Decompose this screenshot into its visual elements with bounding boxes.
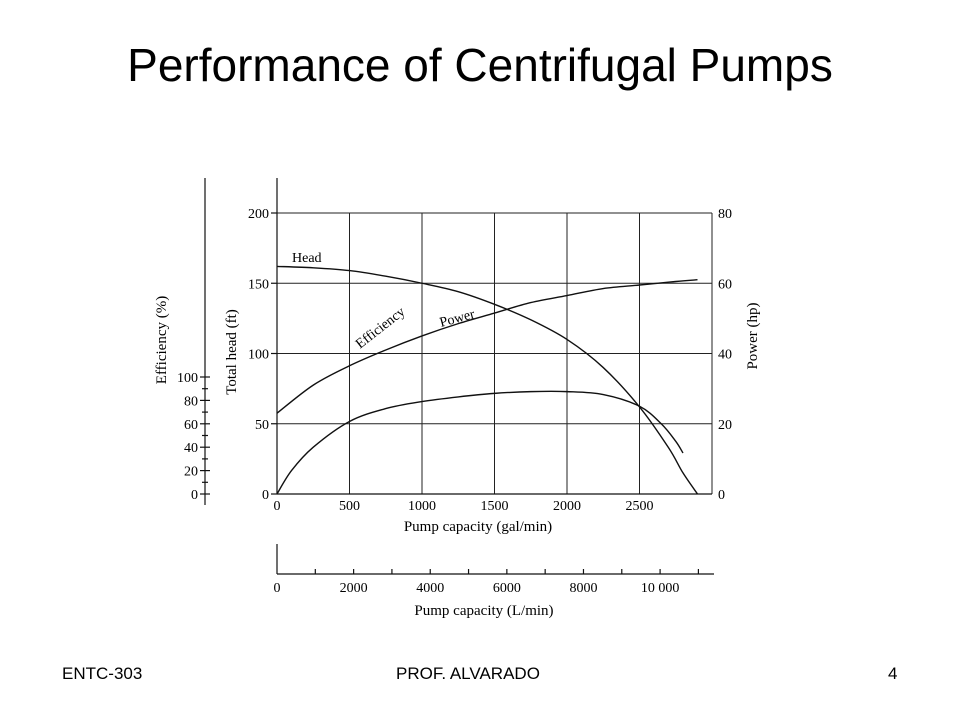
head-tick-label: 200 bbox=[248, 207, 269, 222]
series-lines bbox=[276, 265, 699, 495]
efficiency-tick-label: 60 bbox=[184, 418, 198, 433]
secondary-x-axis-title: Pump capacity (L/min) bbox=[414, 603, 553, 619]
secondary-x-tick-label: 4000 bbox=[416, 581, 444, 596]
series-head-line bbox=[276, 265, 699, 495]
x-tick-label: 500 bbox=[339, 499, 360, 514]
secondary-x-tick-label: 2000 bbox=[340, 581, 368, 596]
secondary-x-tick-label: 0 bbox=[274, 581, 281, 596]
x-tick-label: 0 bbox=[274, 499, 281, 514]
power-tick-label: 0 bbox=[718, 488, 725, 503]
efficiency-tick-label: 20 bbox=[184, 465, 198, 480]
x-tick-label: 2000 bbox=[553, 499, 581, 514]
efficiency-tick-label: 100 bbox=[177, 371, 198, 386]
power-tick-label: 20 bbox=[718, 418, 732, 433]
head-tick-label: 0 bbox=[262, 488, 269, 503]
instructor-name: PROF. ALVARADO bbox=[396, 664, 540, 683]
page-number: 4 bbox=[888, 664, 898, 683]
power-tick-label: 60 bbox=[718, 277, 732, 292]
efficiency-tick-label: 40 bbox=[184, 441, 198, 456]
slide-title: Performance of Centrifugal Pumps bbox=[127, 39, 833, 91]
power-tick-label: 80 bbox=[718, 207, 732, 222]
secondary-x-tick-label: 8000 bbox=[569, 581, 597, 596]
series-label-power: Power bbox=[438, 307, 477, 331]
x-axis-title: Pump capacity (gal/min) bbox=[404, 519, 552, 535]
head-tick-label: 50 bbox=[255, 418, 269, 433]
secondary-x-tick-label: 6000 bbox=[493, 581, 521, 596]
efficiency-axis-title: Efficiency (%) bbox=[154, 296, 170, 384]
x-tick-label: 2500 bbox=[626, 499, 654, 514]
x-tick-label: 1500 bbox=[481, 499, 509, 514]
efficiency-tick-label: 0 bbox=[191, 488, 198, 503]
efficiency-tick-label: 80 bbox=[184, 394, 198, 409]
series-power-line bbox=[276, 279, 698, 414]
axes bbox=[200, 178, 714, 575]
head-axis-title: Total head (ft) bbox=[224, 309, 240, 395]
grid bbox=[277, 212, 713, 494]
series-efficiency-line bbox=[276, 390, 684, 495]
secondary-x-tick-label: 10 000 bbox=[641, 581, 680, 596]
x-tick-label: 1000 bbox=[408, 499, 436, 514]
power-tick-label: 40 bbox=[718, 348, 732, 363]
power-axis-title: Power (hp) bbox=[745, 302, 761, 369]
series-label-head: Head bbox=[292, 251, 322, 266]
head-tick-label: 100 bbox=[248, 348, 269, 363]
course-code: ENTC-303 bbox=[62, 664, 143, 683]
head-tick-label: 150 bbox=[248, 277, 269, 292]
